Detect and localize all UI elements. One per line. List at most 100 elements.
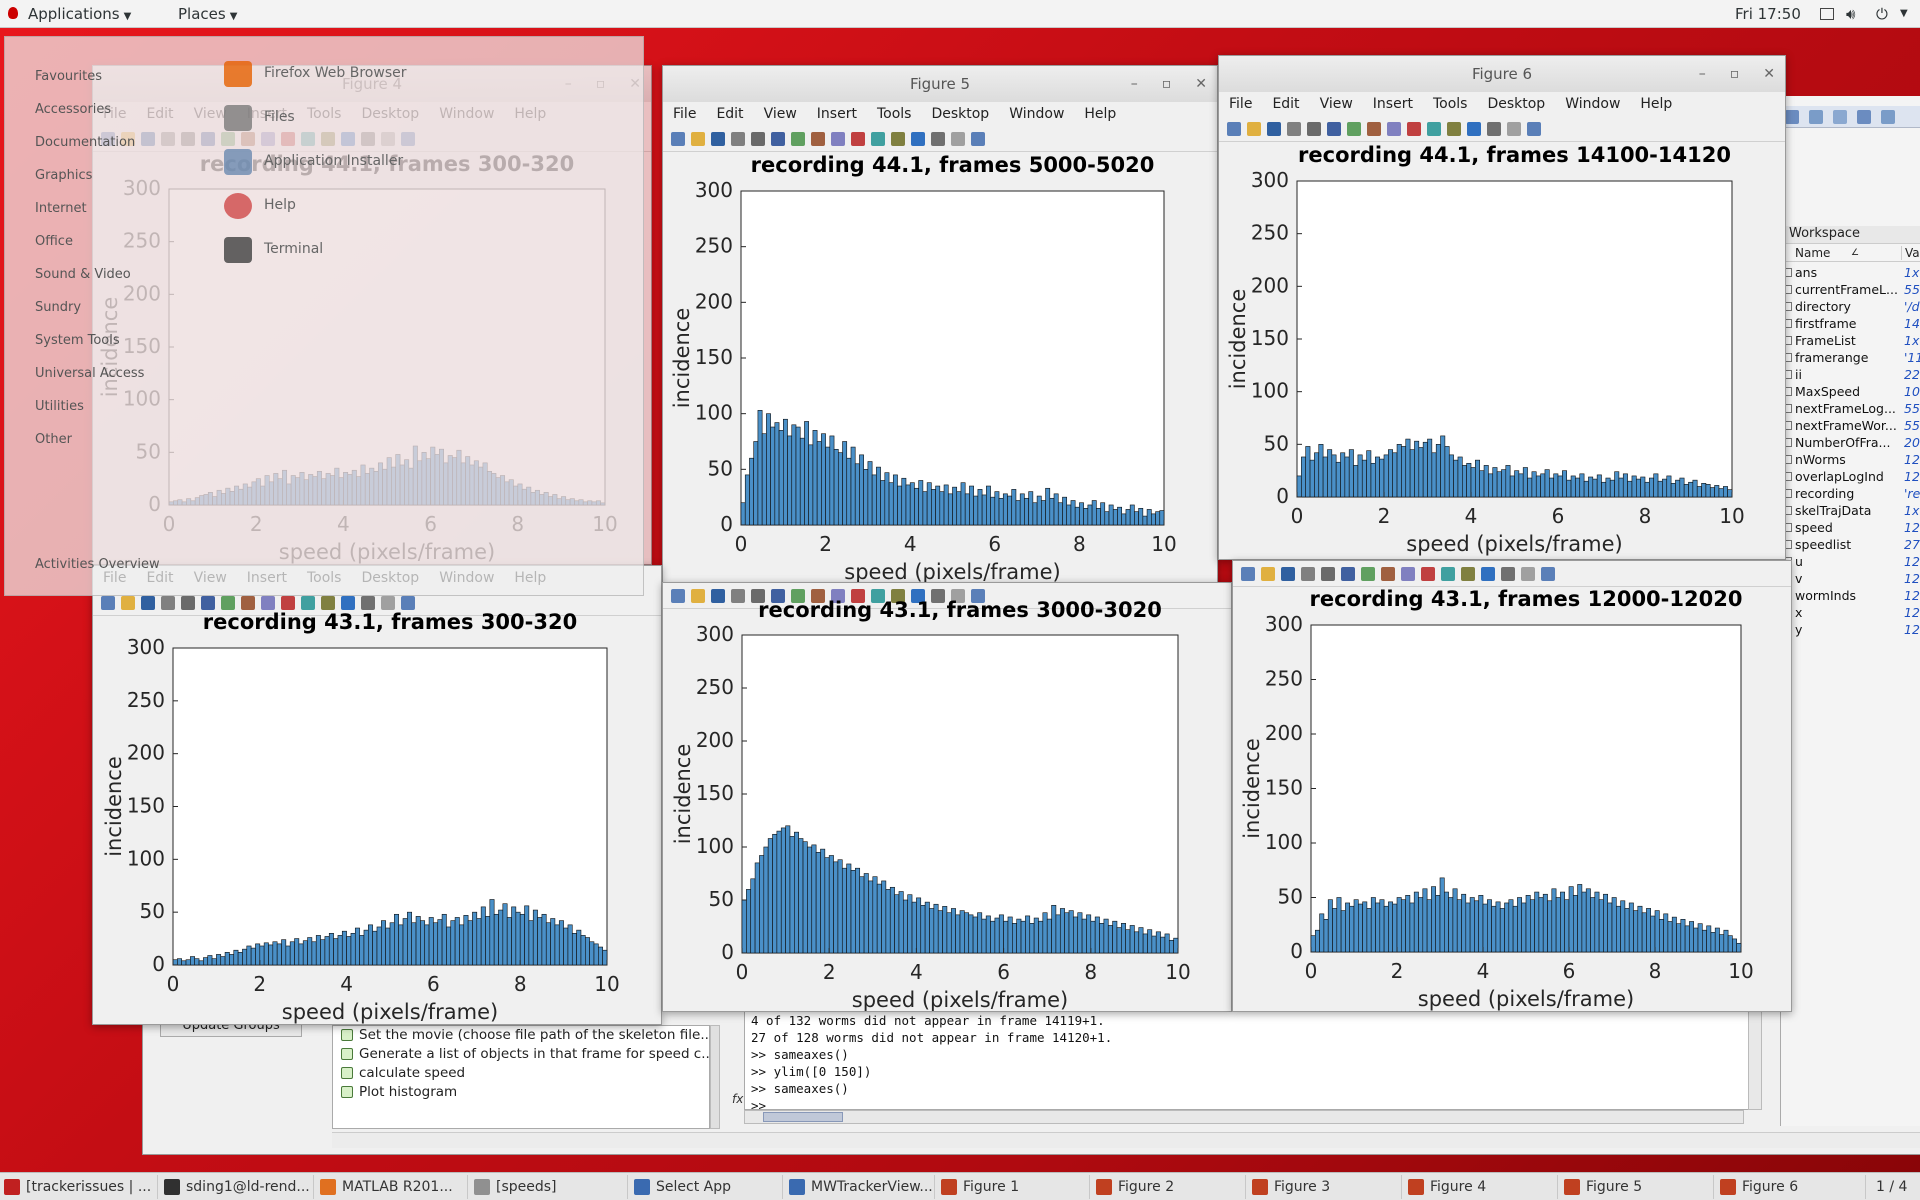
- app-category[interactable]: Sundry: [35, 300, 82, 315]
- workspace-variable-row[interactable]: v 12: [1781, 570, 1920, 587]
- pointer-icon[interactable]: [751, 131, 765, 146]
- window-title[interactable]: Figure 6: [1219, 56, 1785, 92]
- menu-file[interactable]: File: [673, 106, 697, 122]
- workspace-variable-row[interactable]: firstframe 14: [1781, 315, 1920, 332]
- hide-plot-tools-icon[interactable]: [1521, 566, 1535, 581]
- rotate-icon[interactable]: [831, 131, 845, 146]
- new-figure-icon[interactable]: [671, 131, 685, 146]
- menu-view[interactable]: View: [763, 106, 797, 122]
- save-icon[interactable]: [1267, 121, 1281, 136]
- workspace-variable-row[interactable]: FrameList 1x: [1781, 332, 1920, 349]
- taskbar-item[interactable]: Figure 1: [937, 1175, 1090, 1199]
- workspace-variable-row[interactable]: MaxSpeed 10: [1781, 383, 1920, 400]
- taskbar-item[interactable]: Figure 2: [1092, 1175, 1246, 1199]
- taskbar-item[interactable]: Figure 6: [1716, 1175, 1866, 1199]
- menu-edit[interactable]: Edit: [1272, 96, 1300, 112]
- save-icon[interactable]: [711, 588, 725, 603]
- menu-tools[interactable]: Tools: [876, 106, 912, 122]
- link-icon[interactable]: [891, 131, 905, 146]
- rotate-icon[interactable]: [1387, 121, 1401, 136]
- zoom-in-icon[interactable]: [771, 588, 785, 603]
- close-icon[interactable]: ✕: [1195, 76, 1207, 92]
- legend-icon[interactable]: [361, 595, 375, 610]
- show-plot-tools-icon[interactable]: [971, 131, 985, 146]
- new-figure-icon[interactable]: [1227, 121, 1241, 136]
- app-category[interactable]: Universal Access: [35, 366, 145, 381]
- app-category[interactable]: System Tools: [35, 333, 120, 348]
- fx-icon[interactable]: fx: [732, 1092, 744, 1106]
- data-cursor-icon[interactable]: [1407, 121, 1421, 136]
- workspace-pager[interactable]: 1 / 4: [1876, 1179, 1908, 1195]
- show-plot-tools-icon[interactable]: [1527, 121, 1541, 136]
- col-name-header[interactable]: Name: [1795, 246, 1831, 260]
- app-entry[interactable]: Firefox Web Browser: [220, 61, 407, 87]
- pan-icon[interactable]: [241, 595, 255, 610]
- workspace-variable-row[interactable]: nextFrameWor... 55: [1781, 417, 1920, 434]
- open-file-icon[interactable]: [1261, 566, 1275, 581]
- app-entry[interactable]: Terminal: [220, 237, 323, 263]
- clock[interactable]: Fri 17:50: [1735, 5, 1801, 23]
- pointer-icon[interactable]: [181, 595, 195, 610]
- workspace-variable-row[interactable]: u 12: [1781, 553, 1920, 570]
- brush-icon[interactable]: [871, 131, 885, 146]
- menu-insert[interactable]: Insert: [816, 106, 857, 122]
- save-icon[interactable]: [141, 595, 155, 610]
- menu-help[interactable]: Help: [1640, 96, 1673, 112]
- workspace-variable-row[interactable]: speedlist 27: [1781, 536, 1920, 553]
- print-icon[interactable]: [161, 595, 175, 610]
- task-item[interactable]: calculate speed: [333, 1064, 709, 1083]
- link-icon[interactable]: [321, 595, 335, 610]
- colorbar-icon[interactable]: [911, 131, 925, 146]
- toolstrip-icon[interactable]: [1809, 110, 1823, 124]
- taskbar-item[interactable]: Figure 3: [1248, 1175, 1402, 1199]
- data-cursor-icon[interactable]: [281, 595, 295, 610]
- undo-icon[interactable]: [1857, 110, 1871, 124]
- taskbar-item[interactable]: MATLAB R201...: [316, 1175, 468, 1199]
- open-file-icon[interactable]: [1247, 121, 1261, 136]
- new-figure-icon[interactable]: [101, 595, 115, 610]
- zoom-in-icon[interactable]: [1327, 121, 1341, 136]
- command-window[interactable]: 4 of 132 worms did not appear in frame 1…: [744, 1010, 1756, 1113]
- pointer-icon[interactable]: [751, 588, 765, 603]
- show-plot-tools-icon[interactable]: [1541, 566, 1555, 581]
- pan-icon[interactable]: [811, 588, 825, 603]
- workspace-variable-row[interactable]: ans 1x: [1781, 264, 1920, 281]
- workspace-variable-row[interactable]: directory '/d: [1781, 298, 1920, 315]
- app-entry[interactable]: Files: [220, 105, 295, 131]
- pointer-icon[interactable]: [1321, 566, 1335, 581]
- zoom-out-icon[interactable]: [1347, 121, 1361, 136]
- taskbar-item[interactable]: Figure 4: [1404, 1175, 1558, 1199]
- taskbar-item[interactable]: [speeds]: [470, 1175, 628, 1199]
- zoom-out-icon[interactable]: [221, 595, 235, 610]
- toolstrip-icon[interactable]: [1785, 110, 1799, 124]
- brush-icon[interactable]: [871, 588, 885, 603]
- link-icon[interactable]: [1461, 566, 1475, 581]
- show-plot-tools-icon[interactable]: [401, 595, 415, 610]
- workspace-variable-row[interactable]: framerange '11: [1781, 349, 1920, 366]
- hide-plot-tools-icon[interactable]: [951, 131, 965, 146]
- menu-insert[interactable]: Insert: [1372, 96, 1413, 112]
- app-entry[interactable]: Application Installer: [220, 149, 403, 175]
- figure-window[interactable]: 0 50 100 150 200 250 300 0 2 4 6 8 10 speed (pixels/f…: [662, 582, 1232, 1012]
- colorbar-icon[interactable]: [341, 595, 355, 610]
- legend-icon[interactable]: [931, 131, 945, 146]
- pointer-icon[interactable]: [1307, 121, 1321, 136]
- workspace-variable-row[interactable]: overlapLogInd 12: [1781, 468, 1920, 485]
- open-file-icon[interactable]: [121, 595, 135, 610]
- menu-desktop[interactable]: Desktop: [931, 106, 990, 122]
- app-category[interactable]: Office: [35, 234, 73, 249]
- sort-icon[interactable]: ∠: [1851, 248, 1860, 258]
- open-file-icon[interactable]: [691, 131, 705, 146]
- colorbar-icon[interactable]: [911, 588, 925, 603]
- menu-window[interactable]: Window: [1009, 106, 1065, 122]
- workspace-variable-row[interactable]: nWorms 12: [1781, 451, 1920, 468]
- save-icon[interactable]: [711, 131, 725, 146]
- volume-icon[interactable]: 🔊︎: [1846, 5, 1856, 23]
- pan-icon[interactable]: [1367, 121, 1381, 136]
- task-item[interactable]: Plot histogram: [333, 1083, 709, 1102]
- toolstrip-icon[interactable]: [1833, 110, 1847, 124]
- minimize-icon[interactable]: –: [1130, 76, 1138, 92]
- system-menu-caret-icon[interactable]: ▼: [1900, 8, 1908, 19]
- new-figure-icon[interactable]: [1241, 566, 1255, 581]
- menu-edit[interactable]: Edit: [716, 106, 744, 122]
